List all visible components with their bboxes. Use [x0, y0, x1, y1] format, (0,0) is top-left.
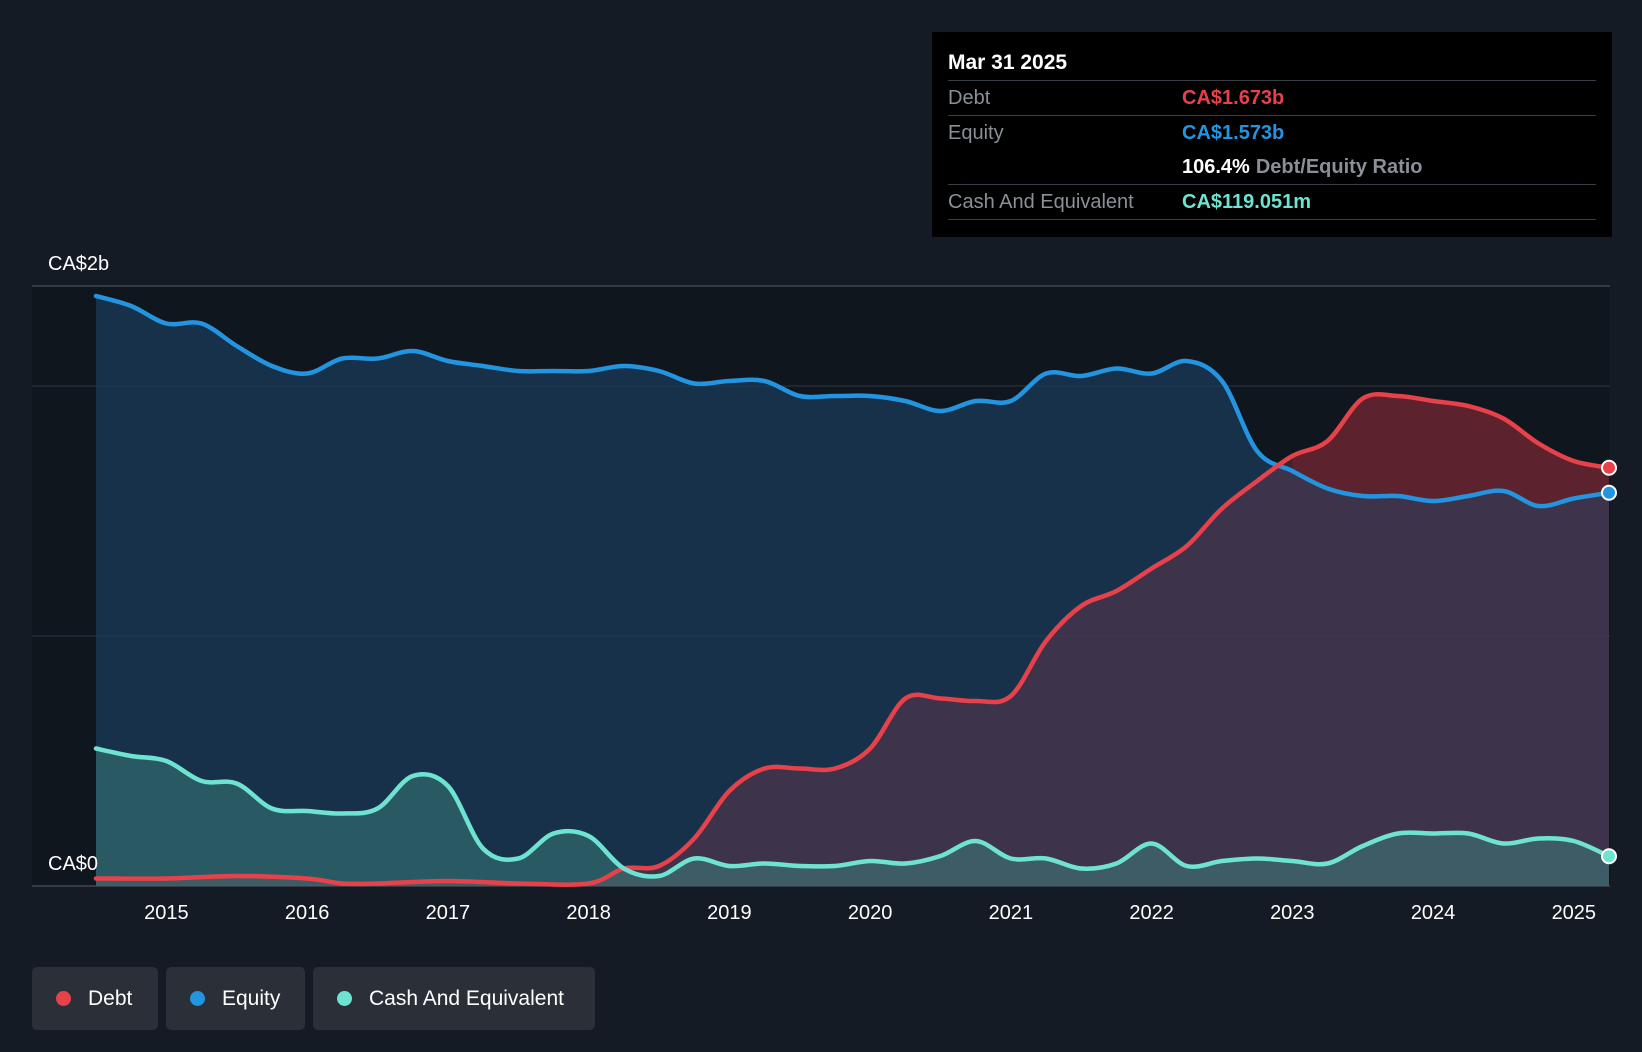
- x-tick-label-2016: 2016: [285, 902, 330, 924]
- x-tick-label-2015: 2015: [144, 902, 189, 924]
- tooltip-ratio: 106.4% Debt/Equity Ratio: [1182, 150, 1423, 184]
- x-tick-label-2023: 2023: [1270, 902, 1315, 924]
- tooltip-row-equity: Equity CA$1.573b: [948, 116, 1596, 150]
- legend-dot-cash-icon: [337, 991, 352, 1006]
- tooltip-ratio-label: Debt/Equity Ratio: [1255, 156, 1423, 178]
- tooltip-row-cash: Cash And Equivalent CA$119.051m: [948, 185, 1596, 220]
- cash-area: [96, 748, 1609, 886]
- x-tick-label-2025: 2025: [1552, 902, 1597, 924]
- legend-label-debt: Debt: [88, 986, 133, 1010]
- cash-line: [93, 746, 1612, 879]
- x-tick-label-2020: 2020: [848, 902, 893, 924]
- legend: Debt Equity Cash And Equivalent: [32, 967, 603, 1030]
- legend-item-equity[interactable]: Equity: [166, 967, 305, 1030]
- x-tick-label-2017: 2017: [426, 902, 471, 924]
- legend-label-equity: Equity: [222, 986, 281, 1010]
- y-tick-label-0: CA$2b: [48, 253, 109, 275]
- tooltip-row-ratio: 106.4% Debt/Equity Ratio: [948, 150, 1596, 185]
- legend-item-cash[interactable]: Cash And Equivalent: [313, 967, 595, 1030]
- x-tick-label-2024: 2024: [1411, 902, 1456, 924]
- tooltip-row-debt: Debt CA$1.673b: [948, 81, 1596, 116]
- tooltip-cash-label: Cash And Equivalent: [948, 191, 1134, 213]
- y-tick-label-1: CA$0: [48, 853, 98, 875]
- tooltip-panel: Mar 31 2025 Debt CA$1.673b Equity CA$1.5…: [932, 32, 1612, 237]
- tooltip-ratio-value: 106.4%: [1182, 156, 1250, 178]
- x-tick-label-2018: 2018: [566, 902, 611, 924]
- tooltip-cash-value: CA$119.051m: [1182, 191, 1311, 213]
- legend-label-cash: Cash And Equivalent: [369, 986, 564, 1010]
- equity-end-marker: [1601, 484, 1617, 501]
- legend-dot-debt-icon: [56, 991, 71, 1006]
- legend-dot-equity-icon: [190, 991, 205, 1006]
- x-tick-label-2019: 2019: [707, 902, 752, 924]
- tooltip-equity-value: CA$1.573b: [1182, 122, 1285, 144]
- x-tick-label-2021: 2021: [989, 902, 1034, 924]
- x-tick-label-2022: 2022: [1129, 902, 1174, 924]
- tooltip-debt-value: CA$1.673b: [1182, 87, 1285, 109]
- tooltip-equity-label: Equity: [948, 122, 1004, 144]
- tooltip-debt-label: Debt: [948, 87, 991, 109]
- equity-area: [96, 296, 1609, 886]
- debt-end-marker: [1601, 459, 1617, 476]
- debt-area: [96, 394, 1609, 886]
- equity-line: [93, 293, 1612, 509]
- debt-line: [93, 392, 1612, 887]
- cash-end-marker: [1601, 848, 1617, 865]
- tooltip-date: Mar 31 2025: [948, 44, 1596, 81]
- legend-item-debt[interactable]: Debt: [32, 967, 158, 1030]
- debt-exceeds-equity-area: [1292, 394, 1609, 506]
- tooltip-ratio-spacer: [948, 150, 1182, 184]
